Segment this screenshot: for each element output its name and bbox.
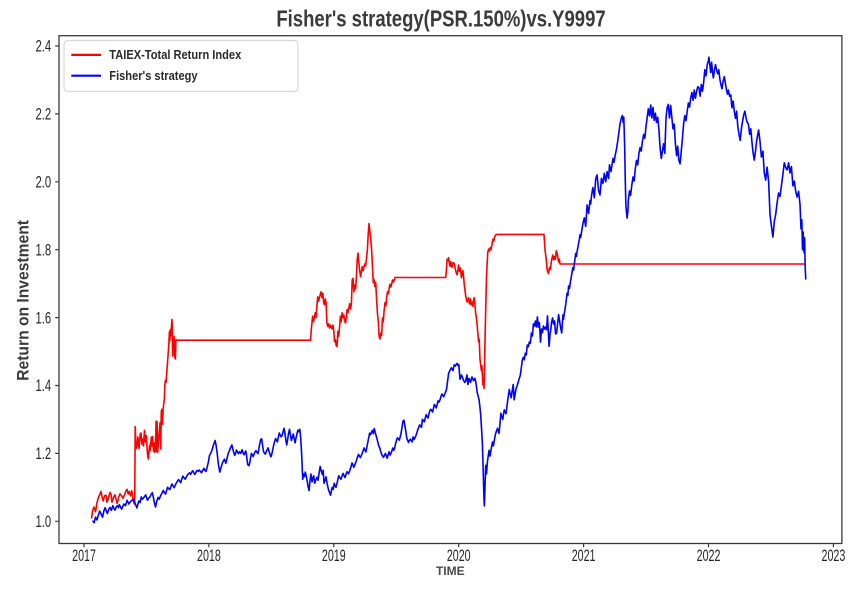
- svg-text:2.2: 2.2: [35, 104, 51, 123]
- svg-text:2020: 2020: [447, 546, 471, 565]
- svg-text:1.2: 1.2: [35, 444, 51, 463]
- svg-text:TAIEX-Total Return Index: TAIEX-Total Return Index: [109, 47, 241, 62]
- svg-text:Return on Investment: Return on Investment: [14, 220, 33, 381]
- svg-text:2017: 2017: [72, 546, 96, 565]
- svg-text:2018: 2018: [197, 546, 221, 565]
- svg-text:2021: 2021: [572, 546, 596, 565]
- svg-text:2022: 2022: [697, 546, 721, 565]
- svg-text:2019: 2019: [322, 546, 346, 565]
- svg-text:1.8: 1.8: [35, 240, 51, 259]
- svg-text:TIME: TIME: [436, 564, 465, 578]
- svg-text:1.6: 1.6: [35, 308, 51, 327]
- svg-text:1.4: 1.4: [35, 376, 51, 395]
- svg-text:1.0: 1.0: [35, 512, 51, 531]
- svg-text:Fisher's strategy: Fisher's strategy: [109, 68, 198, 83]
- svg-text:Fisher's strategy(PSR.150%)vs.: Fisher's strategy(PSR.150%)vs.Y9997: [276, 7, 605, 32]
- svg-text:2.0: 2.0: [35, 172, 51, 191]
- svg-text:2.4: 2.4: [35, 37, 51, 56]
- svg-text:2023: 2023: [822, 546, 846, 565]
